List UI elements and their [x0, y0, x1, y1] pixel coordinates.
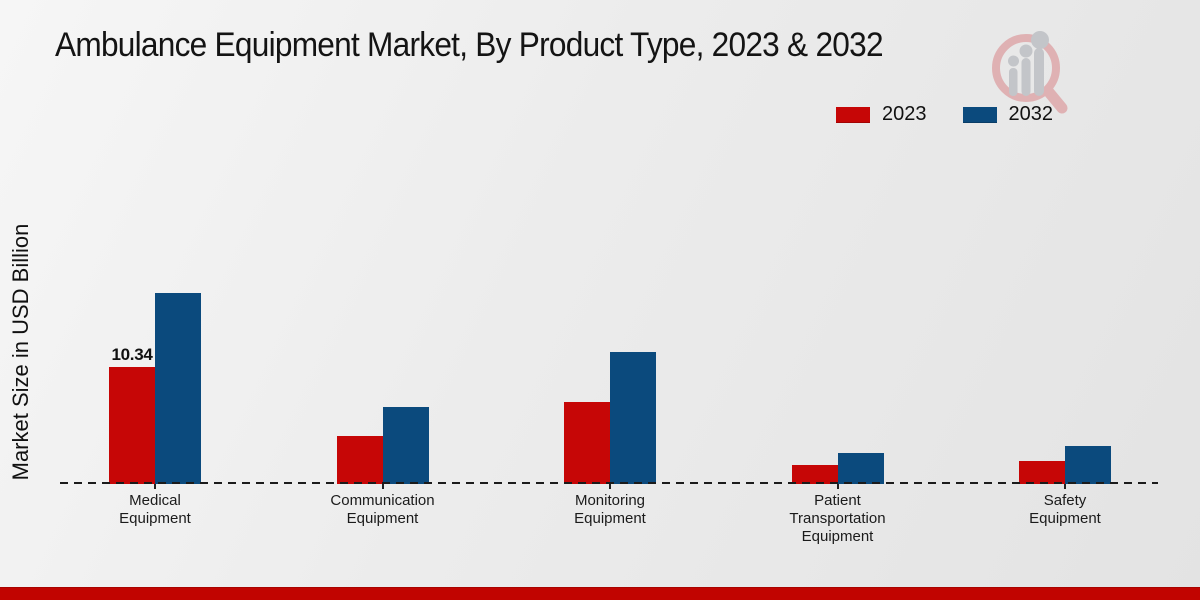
logo-bar-icon — [1021, 58, 1031, 96]
logo-bar-icon — [1009, 68, 1018, 96]
x-category-label-patient-transportation-equipment: Patient Transportation Equipment — [789, 492, 886, 545]
bar-2032-communication-equipment — [382, 407, 429, 484]
x-category-label-monitoring-equipment: Monitoring Equipment — [574, 492, 646, 527]
footer-accent-bar — [0, 587, 1200, 600]
bar-2023-safety-equipment — [1019, 461, 1065, 484]
bar-2032-safety-equipment — [1065, 446, 1111, 484]
chart-legend: 2023 2032 — [836, 103, 1053, 126]
legend-swatch-2032 — [962, 106, 997, 123]
x-category-label-safety-equipment: Safety Equipment — [1029, 492, 1101, 527]
y-axis-label: Market Size in USD Billion — [8, 223, 33, 481]
legend-label: 2032 — [1008, 103, 1054, 125]
legend-swatch-2023 — [836, 106, 870, 123]
legend-item-2032: 2032 — [962, 103, 1054, 126]
x-tick — [381, 484, 384, 489]
bar-2032-patient-transportation-equipment — [837, 453, 884, 484]
x-tick — [836, 484, 839, 489]
x-category-label-medical-equipment: Medical Equipment — [119, 492, 191, 527]
x-tick — [609, 484, 611, 489]
bar-2032-monitoring-equipment — [610, 352, 656, 484]
bar-2023-communication-equipment — [336, 436, 383, 484]
x-tick — [1064, 484, 1066, 489]
x-tick — [154, 484, 156, 489]
bar-2023-patient-transportation-equipment — [791, 465, 838, 484]
legend-item-2023: 2023 — [836, 103, 927, 126]
magnifier-ring-icon — [992, 34, 1060, 102]
legend-label: 2023 — [882, 103, 927, 125]
logo-dot-icon — [1008, 55, 1019, 67]
bar-2023-monitoring-equipment — [564, 402, 610, 484]
x-axis-baseline — [60, 482, 1158, 484]
logo-bar-icon — [1034, 48, 1044, 96]
logo-dot-icon — [1031, 31, 1049, 49]
plot-area: Medical Equipment Communication Equipment… — [60, 0, 1158, 545]
bar-2023-medical-equipment — [109, 367, 155, 484]
bar-value-label: 10.34 — [111, 345, 153, 364]
x-category-label-communication-equipment: Communication Equipment — [330, 492, 435, 527]
magnifier-handle-icon — [1042, 85, 1068, 114]
chart-title: Ambulance Equipment Market, By Product T… — [55, 26, 884, 64]
logo-dot-icon — [1019, 44, 1033, 58]
market-research-logo-watermark — [992, 31, 1068, 114]
bar-2032-medical-equipment — [155, 293, 201, 484]
